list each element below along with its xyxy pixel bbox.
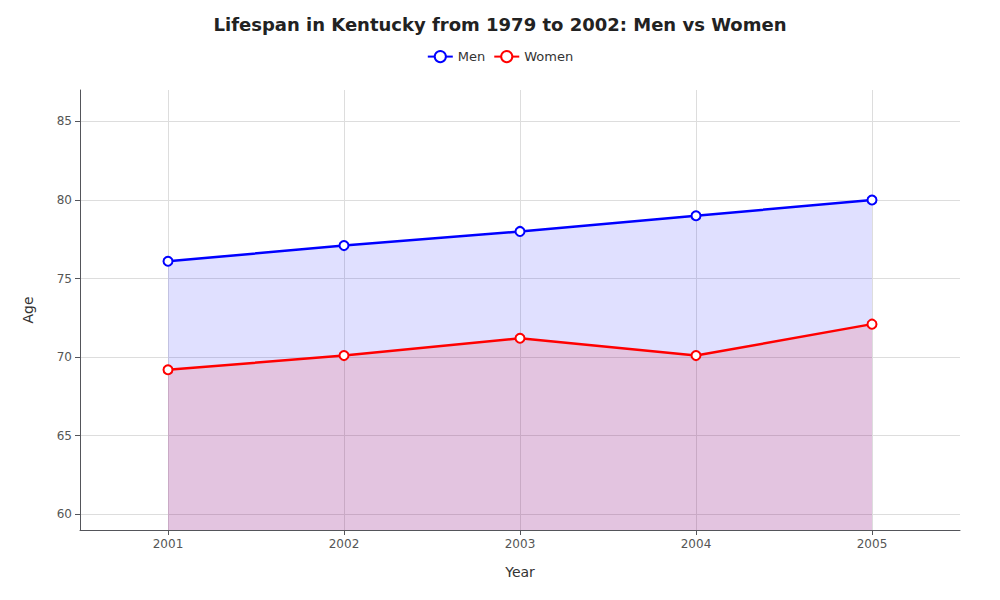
svg-text:2005: 2005 [857, 537, 888, 551]
svg-text:60: 60 [57, 507, 72, 521]
svg-text:80: 80 [57, 193, 72, 207]
svg-text:Women: Women [524, 49, 573, 64]
svg-text:85: 85 [57, 114, 72, 128]
svg-text:Men: Men [458, 49, 485, 64]
svg-text:2002: 2002 [329, 537, 360, 551]
svg-text:75: 75 [57, 272, 72, 286]
svg-text:Age: Age [20, 296, 36, 323]
svg-text:2003: 2003 [505, 537, 536, 551]
svg-text:65: 65 [57, 429, 72, 443]
svg-text:2001: 2001 [153, 537, 184, 551]
svg-text:Year: Year [504, 564, 535, 580]
svg-text:Lifespan in Kentucky from 1979: Lifespan in Kentucky from 1979 to 2002: … [213, 14, 786, 35]
svg-text:2004: 2004 [681, 537, 712, 551]
svg-text:70: 70 [57, 350, 72, 364]
